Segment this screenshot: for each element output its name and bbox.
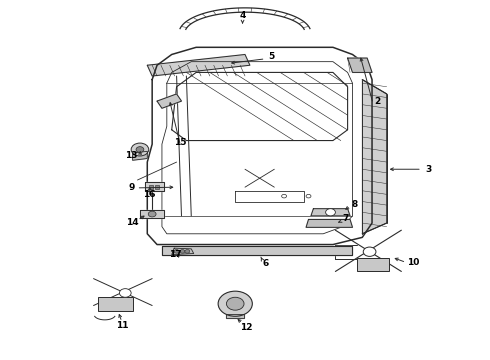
Polygon shape (226, 314, 244, 318)
Circle shape (148, 211, 156, 217)
Polygon shape (147, 54, 250, 76)
Polygon shape (133, 151, 147, 160)
Bar (98, 297, 133, 311)
Text: 3: 3 (425, 165, 431, 174)
Text: 5: 5 (269, 52, 275, 61)
Circle shape (218, 291, 252, 316)
Bar (155, 185, 159, 189)
Text: 16: 16 (144, 190, 156, 199)
Polygon shape (140, 211, 164, 218)
Polygon shape (145, 182, 164, 192)
Text: 8: 8 (352, 200, 358, 209)
Text: 13: 13 (125, 151, 138, 160)
Circle shape (131, 143, 149, 156)
Text: 7: 7 (342, 214, 348, 223)
Circle shape (136, 147, 144, 152)
Circle shape (180, 249, 185, 253)
Text: 4: 4 (240, 11, 246, 20)
Circle shape (226, 297, 244, 310)
Text: 2: 2 (374, 96, 380, 105)
Text: 6: 6 (263, 259, 269, 268)
Text: 9: 9 (128, 183, 135, 192)
Text: 15: 15 (174, 138, 187, 147)
Circle shape (185, 249, 190, 253)
Polygon shape (306, 220, 352, 227)
Polygon shape (311, 209, 350, 216)
Polygon shape (172, 248, 194, 255)
Polygon shape (347, 58, 372, 72)
Bar (149, 185, 153, 189)
Polygon shape (162, 246, 352, 255)
Text: 12: 12 (240, 323, 252, 332)
Text: 11: 11 (116, 321, 128, 330)
Polygon shape (157, 94, 181, 108)
Text: 17: 17 (170, 250, 182, 259)
Circle shape (326, 209, 335, 216)
Circle shape (363, 247, 376, 256)
Text: 14: 14 (126, 218, 139, 227)
Text: 10: 10 (407, 258, 420, 267)
Circle shape (174, 249, 179, 253)
Circle shape (120, 289, 131, 297)
Bar (357, 258, 389, 271)
Polygon shape (362, 80, 387, 234)
